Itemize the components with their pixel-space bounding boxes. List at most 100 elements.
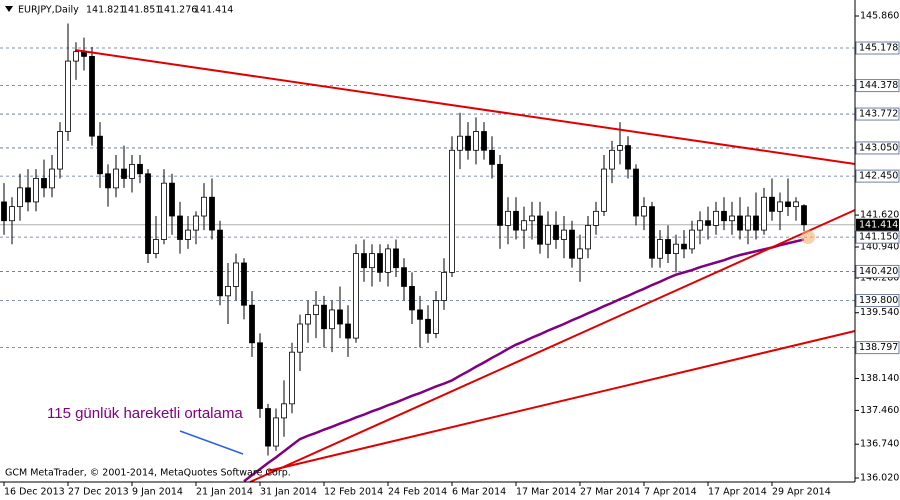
candle-body	[801, 205, 807, 226]
candle-body	[281, 403, 287, 419]
y-tick-label: 145.860	[860, 11, 899, 22]
x-tick-label: 17 Mar 2014	[516, 487, 576, 498]
candle-body	[225, 286, 231, 297]
trend-line	[249, 209, 856, 483]
candle-body	[617, 145, 623, 151]
level-label: 139.800	[859, 295, 898, 306]
level-label: 138.797	[859, 342, 898, 353]
candle-body	[537, 215, 543, 245]
candle-body	[9, 206, 15, 222]
marks	[1, 23, 807, 483]
x-tick-label: 16 Dec 2013	[4, 487, 65, 498]
candle-body	[721, 210, 727, 222]
candle-body	[393, 248, 399, 269]
x-tick-label: 17 Apr 2014	[708, 487, 767, 498]
candle-body	[201, 196, 207, 217]
y-tick-label: 138.140	[860, 373, 899, 384]
candle-body	[97, 135, 103, 175]
trend-line	[74, 49, 856, 165]
moving-average	[243, 238, 805, 483]
candle-body	[313, 304, 319, 316]
candle-body	[209, 196, 215, 231]
x-tick-label: 27 Dec 2013	[68, 487, 129, 498]
x-tick-label: 21 Jan 2014	[196, 487, 253, 498]
candle-body	[441, 271, 447, 301]
header-open: 141.821	[86, 5, 125, 16]
candle-body	[561, 229, 567, 240]
candle-body	[737, 215, 743, 231]
candle-body	[489, 149, 495, 165]
levels	[0, 47, 855, 349]
candle-body	[169, 182, 175, 217]
candle-body	[729, 215, 735, 222]
candle-body	[137, 163, 143, 175]
x-tick-label: 6 Mar 2014	[452, 487, 506, 498]
candle-body	[297, 323, 303, 353]
candle-body	[689, 229, 695, 250]
candle-body	[545, 225, 551, 245]
x-tick-label: 27 Mar 2014	[580, 487, 640, 498]
candle-body	[585, 225, 591, 250]
level-label-box	[855, 141, 900, 155]
candle-body	[593, 210, 599, 226]
level-label: 140.420	[859, 266, 898, 277]
header-close: 141.414	[194, 5, 233, 16]
candle-body	[625, 145, 631, 170]
level-label-box	[855, 264, 900, 278]
level-label: 143.050	[859, 142, 898, 153]
candle-body	[249, 304, 255, 344]
y-tick-label: 137.460	[860, 405, 899, 416]
candle-body	[649, 206, 655, 259]
current-price-box	[856, 218, 899, 231]
y-tick-label: 141.620	[860, 210, 899, 221]
candle-body	[609, 149, 615, 170]
candle-body	[425, 318, 431, 334]
candle-body	[745, 215, 751, 231]
candle-body	[41, 178, 47, 189]
candle-body	[129, 163, 135, 179]
candle-body	[217, 229, 223, 297]
x-tick-label: 24 Feb 2014	[388, 487, 447, 498]
symbol-icon	[5, 6, 13, 12]
candle-body	[105, 173, 111, 189]
candle-body	[465, 135, 471, 151]
candle-body	[521, 220, 527, 231]
copyright: GCM MetaTrader, © 2001-2014, MetaQuotes …	[5, 468, 291, 479]
x-tick-label: 31 Jan 2014	[260, 487, 317, 498]
candle-body	[769, 196, 775, 212]
candle-body	[385, 248, 391, 273]
chart-title: EURJPY,Daily	[18, 5, 79, 16]
level-label: 144.378	[859, 80, 898, 91]
candle-body	[65, 60, 71, 132]
header-high: 141.851	[122, 5, 161, 16]
candle-body	[185, 229, 191, 240]
candle-body	[657, 239, 663, 259]
level-label-box	[855, 230, 900, 244]
candle-body	[33, 178, 39, 203]
level-label-box	[855, 341, 900, 355]
candle-body	[401, 267, 407, 287]
candle-body	[697, 220, 703, 231]
candle-body	[121, 168, 127, 179]
candle-body	[473, 131, 479, 151]
candle-body	[25, 187, 31, 203]
header-low: 141.276	[158, 5, 197, 16]
candle-body	[417, 309, 423, 320]
annotation-arrow	[179, 430, 244, 455]
candle-body	[265, 408, 271, 447]
candle-body	[145, 173, 151, 254]
candle-body	[233, 262, 239, 287]
level-label: 143.772	[859, 109, 898, 120]
candle-body	[553, 225, 559, 240]
candle-body	[529, 215, 535, 222]
candle-body	[513, 210, 519, 231]
x-tick-label: 7 Apr 2014	[644, 487, 697, 498]
candle-body	[681, 243, 687, 250]
candle-body	[353, 253, 359, 339]
candle-body	[481, 131, 487, 151]
candle-body	[457, 135, 463, 151]
candle-body	[569, 229, 575, 259]
candle-body	[497, 163, 503, 226]
candle-body	[177, 215, 183, 240]
